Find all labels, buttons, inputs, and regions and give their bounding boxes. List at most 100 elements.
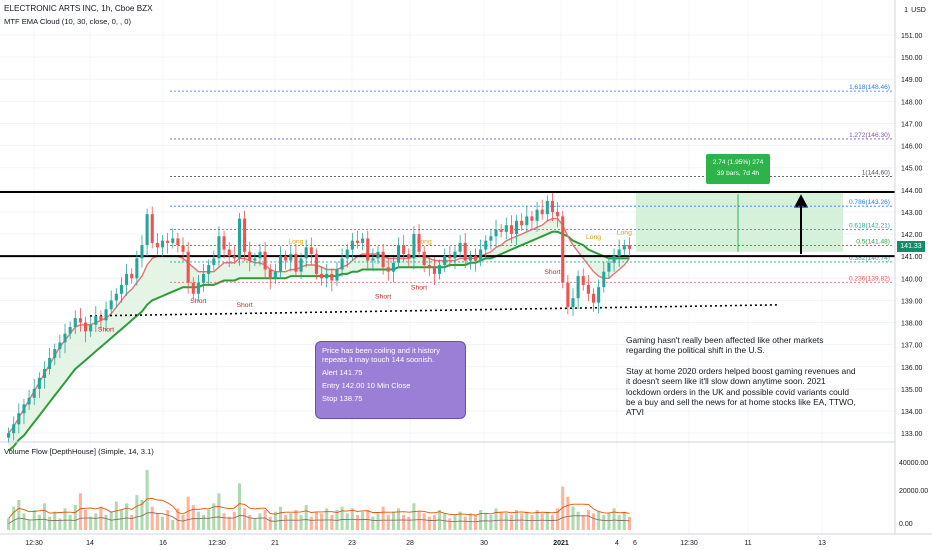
volume-bar [125, 503, 129, 530]
time-tick-label: 12:30 [25, 540, 43, 547]
volume-bar [186, 496, 190, 530]
volume-bar [212, 503, 216, 530]
price-tick-label: 144.00 [901, 188, 923, 195]
volume-bar [355, 515, 360, 530]
candle-body [119, 284, 123, 294]
currency-selector[interactable]: 1 USD [902, 5, 928, 16]
candle-body [278, 256, 283, 272]
volume-tick-label: 40000.00 [899, 460, 928, 467]
symbol-title[interactable]: ELECTRONIC ARTS INC, 1h, Cboe BZX [4, 4, 153, 13]
volume-bar [243, 508, 247, 530]
long-signal-label: Long [288, 238, 303, 245]
price-tick-label: 147.00 [901, 121, 923, 128]
candle-body [181, 245, 185, 252]
candle-body [99, 315, 103, 321]
candle-body [320, 273, 324, 279]
volume-bar [402, 515, 406, 530]
volume-bar [7, 518, 11, 530]
commentary-text[interactable]: Gaming hasn't really been affected like … [626, 335, 856, 428]
candle-body [540, 209, 544, 215]
candle-body [566, 282, 570, 308]
volume-bar [463, 516, 467, 530]
price-tick-label: 143.00 [901, 210, 923, 217]
volume-bar [309, 516, 313, 530]
time-tick-label: 11 [744, 540, 751, 547]
fib-level-label: 0.5(141.48) [856, 239, 890, 246]
currency-label: USD [911, 7, 926, 14]
volume-indicator-label[interactable]: Volume Flow [DepthHouse] (Simple, 14, 3.… [4, 447, 154, 456]
volume-bar [119, 510, 123, 530]
candle-body [253, 258, 257, 261]
candle-body [17, 413, 21, 425]
volume-bar [484, 513, 488, 530]
volume-bar [504, 513, 508, 530]
candle-body [68, 326, 72, 334]
candle-body [350, 240, 354, 250]
short-signal-label: Short [544, 269, 560, 276]
volume-bar [597, 511, 601, 530]
long-signal-label: Long [586, 234, 601, 241]
volume-bar [42, 503, 47, 530]
volume-bar [607, 513, 611, 530]
up-arrow-head [794, 194, 808, 208]
volume-bar [222, 513, 226, 530]
candle-body [586, 284, 590, 294]
trade-plan-note[interactable]: Price has been coiling and it history re… [315, 341, 466, 419]
candle-body [304, 247, 308, 259]
time-tick-label: 12:30 [680, 540, 698, 547]
candle-body [473, 256, 478, 261]
volume-bar [299, 515, 303, 530]
volume-bar [448, 518, 452, 530]
candle-body [376, 251, 380, 259]
volume-bar [520, 513, 524, 530]
volume-bar [314, 511, 318, 530]
ema-cloud-fill [8, 218, 630, 451]
time-tick-label: 16 [159, 540, 167, 547]
price-tick-label: 149.00 [901, 77, 923, 84]
candle-body [412, 234, 416, 259]
trade-plan-alert: Alert 141.75 [322, 368, 363, 377]
volume-bar [140, 500, 144, 530]
fib-level-label: 1.618(148.46) [849, 84, 890, 91]
candle-body [371, 258, 375, 261]
trade-plan-entry: Entry 142.00 10 Min Close [322, 381, 411, 390]
volume-bar [160, 516, 165, 530]
candle-body [335, 269, 339, 281]
volume-bar [135, 495, 139, 530]
volume-bar [494, 508, 498, 530]
fib-level-label: 1.272(146.30) [849, 132, 890, 139]
volume-bar [104, 515, 108, 530]
candle-body [27, 397, 31, 405]
volume-bar [22, 513, 26, 530]
volume-bar [217, 493, 221, 530]
volume-bar [576, 511, 580, 530]
volume-bar [432, 515, 436, 530]
candle-body [222, 236, 226, 250]
volume-bar [109, 511, 113, 530]
volume-bar [417, 511, 421, 530]
volume-bar [278, 506, 283, 530]
candle-body [407, 253, 411, 259]
volume-bar [99, 506, 103, 530]
candle-body [355, 240, 360, 243]
volume-bar [37, 515, 41, 530]
projection-measure-line2: 39 bars, 7d 4h [716, 170, 760, 177]
price-tick-label: 139.00 [901, 298, 923, 305]
candle-body [248, 251, 252, 261]
price-tick-label: 150.00 [901, 55, 923, 62]
candle-body [391, 262, 395, 272]
candle-body [591, 293, 596, 303]
projection-zone [636, 190, 843, 254]
time-tick-label: 21 [271, 540, 279, 547]
candle-body [32, 388, 36, 398]
candle-body [73, 318, 77, 327]
ema-slow-line [7, 230, 630, 452]
price-tick-label: 141.00 [901, 254, 923, 261]
fib-level-label: 0.786(143.26) [849, 199, 890, 206]
volume-bar [68, 515, 72, 530]
candle-body [325, 273, 329, 279]
volume-bar [453, 515, 457, 530]
volume-bar [561, 486, 565, 530]
ema-cloud-indicator-label[interactable]: MTF EMA Cloud (10, 30, close, 0, , 0) [4, 17, 132, 26]
